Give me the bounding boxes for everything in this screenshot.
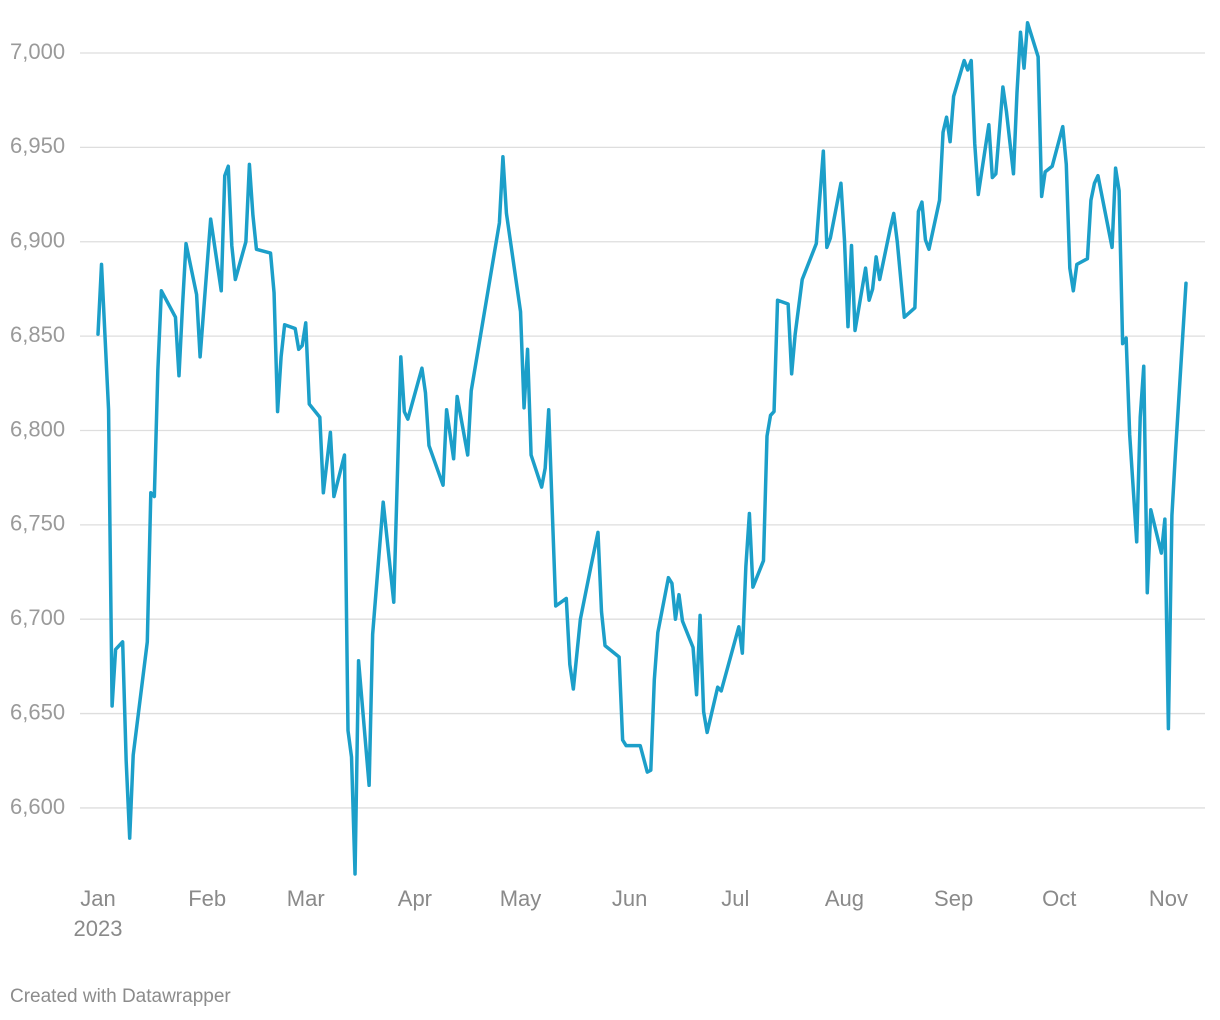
y-tick-label: 7,000 (10, 39, 65, 64)
x-tick-label: Oct (1042, 886, 1076, 911)
x-tick-label: Aug (825, 886, 864, 911)
x-tick-label: Jul (721, 886, 749, 911)
y-tick-label: 6,750 (10, 511, 65, 536)
y-tick-label: 6,650 (10, 699, 65, 724)
x-tick-label: May (500, 886, 542, 911)
x-tick-label: Nov (1149, 886, 1188, 911)
line (96, 21, 1188, 876)
y-tick-label: 6,600 (10, 794, 65, 819)
y-tick-label: 6,700 (10, 605, 65, 630)
x-tick-label: Sep (934, 886, 973, 911)
x-tick-label: Mar (287, 886, 325, 911)
y-tick-label: 6,800 (10, 416, 65, 441)
y-tick-label: 6,900 (10, 228, 65, 253)
x-year-label: 2023 (74, 916, 123, 941)
x-tick-label: Feb (188, 886, 226, 911)
x-tick-label: Jun (612, 886, 647, 911)
credit: Created with Datawrapper (10, 986, 231, 1007)
y-tick-label: 6,950 (10, 133, 65, 158)
x-tick-label: Jan (80, 886, 115, 911)
x-tick-label: Apr (398, 886, 432, 911)
y-tick-label: 6,850 (10, 322, 65, 347)
